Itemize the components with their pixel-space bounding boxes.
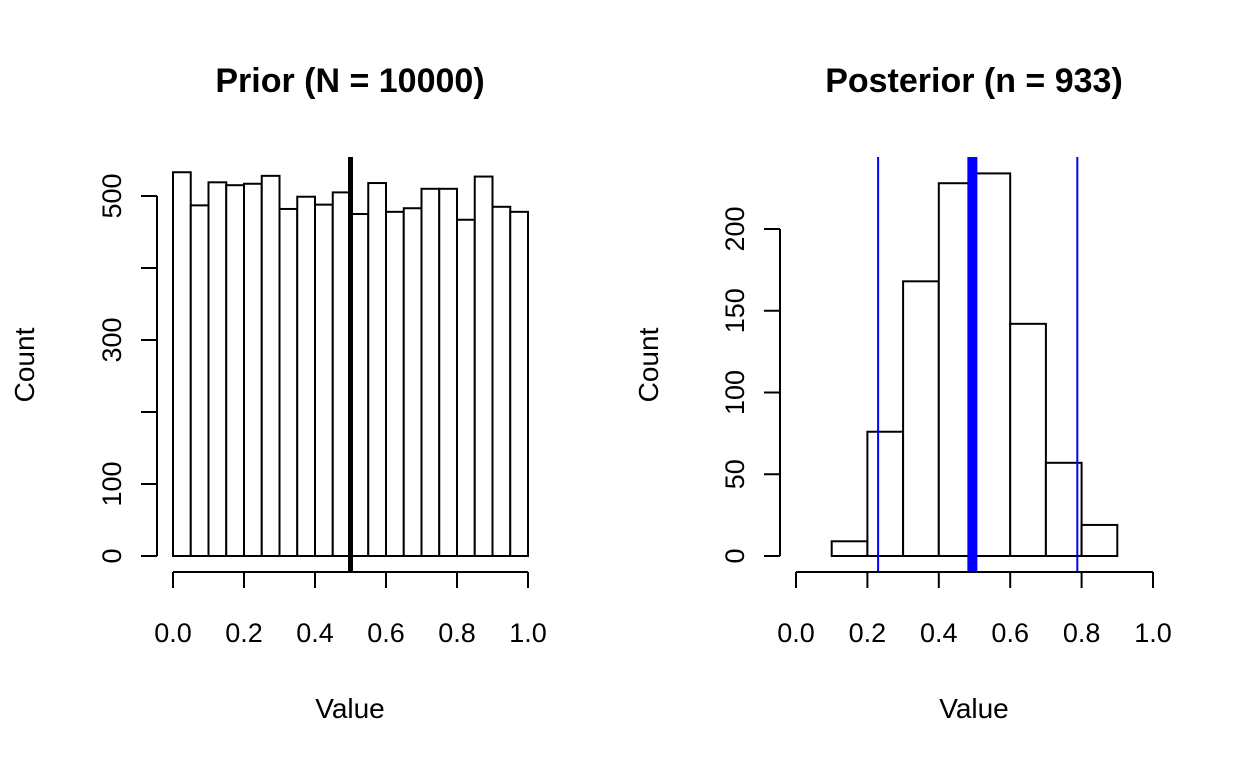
posterior-bar <box>902 280 940 557</box>
posterior-x-axis: 0.0 0.2 0.4 0.6 0.8 1.0 <box>777 571 1172 648</box>
posterior-title: Posterior (n = 933) <box>825 62 1123 100</box>
prior-x-tick-label: 1.0 <box>509 618 547 648</box>
prior-bar <box>278 207 299 558</box>
posterior-x-tick-label: 0.4 <box>920 618 958 648</box>
prior-bar <box>385 210 405 557</box>
prior-panel: Prior (N = 10000) Value Count 0.0 0.2 0.4 0… <box>9 62 547 724</box>
prior-bar <box>438 187 458 558</box>
posterior-y-tick-label: 0 <box>720 548 750 563</box>
posterior-x-tick-label: 1.0 <box>1134 618 1172 648</box>
prior-title: Prior (N = 10000) <box>215 62 484 100</box>
posterior-y-axis: 0 50 100 150 200 <box>720 206 781 564</box>
prior-bar <box>402 207 423 558</box>
prior-x-axis-label: Value <box>315 693 385 724</box>
prior-bars <box>172 171 529 558</box>
posterior-bar <box>830 540 869 557</box>
prior-bar <box>420 187 441 558</box>
prior-bar <box>243 182 263 557</box>
prior-bar <box>331 191 352 557</box>
prior-bar <box>189 204 210 558</box>
prior-bar <box>172 171 192 558</box>
prior-bar <box>491 205 512 558</box>
posterior-x-tick-label: 0.8 <box>1063 618 1101 648</box>
prior-y-tick-label: 100 <box>97 461 127 506</box>
prior-x-tick-label: 0.8 <box>438 618 476 648</box>
posterior-y-tick-label: 100 <box>720 370 750 415</box>
prior-bar <box>509 210 529 557</box>
posterior-bar <box>1009 322 1047 557</box>
posterior-bar <box>866 430 905 557</box>
prior-bar <box>207 181 228 557</box>
prior-bar <box>225 184 245 557</box>
posterior-bar <box>1044 461 1083 557</box>
posterior-vertical-lines <box>877 157 1079 572</box>
prior-bar <box>314 203 334 557</box>
posterior-x-tick-label: 0.2 <box>849 618 887 648</box>
prior-x-tick-label: 0.2 <box>225 618 263 648</box>
prior-x-tick-label: 0.0 <box>154 618 192 648</box>
prior-y-axis: 0 100 300 500 <box>97 173 158 564</box>
posterior-panel: Posterior (n = 933) Value Count 0.0 0.2 0.… <box>633 62 1172 724</box>
prior-bar <box>296 195 316 557</box>
prior-y-tick-label: 300 <box>97 317 127 362</box>
posterior-bar <box>973 172 1012 557</box>
posterior-x-tick-label: 0.0 <box>777 618 815 648</box>
prior-y-axis-label: Count <box>9 327 40 402</box>
posterior-y-tick-label: 150 <box>720 288 750 333</box>
prior-y-tick-label: 0 <box>97 548 127 563</box>
prior-bar <box>456 218 476 557</box>
prior-bar <box>367 182 387 557</box>
prior-x-tick-label: 0.6 <box>367 618 405 648</box>
posterior-x-axis-label: Value <box>939 693 1009 724</box>
posterior-x-tick-label: 0.6 <box>991 618 1029 648</box>
posterior-y-tick-label: 50 <box>720 459 750 489</box>
prior-x-axis: 0.0 0.2 0.4 0.6 0.8 1.0 <box>154 571 547 648</box>
prior-bar <box>349 213 370 557</box>
posterior-y-tick-label: 200 <box>720 206 750 251</box>
posterior-bar <box>1080 523 1119 557</box>
prior-x-tick-label: 0.4 <box>296 618 334 648</box>
posterior-y-axis-label: Count <box>633 327 664 402</box>
prior-bar <box>473 175 494 557</box>
prior-y-tick-label: 500 <box>97 173 127 218</box>
prior-bar <box>260 174 281 557</box>
